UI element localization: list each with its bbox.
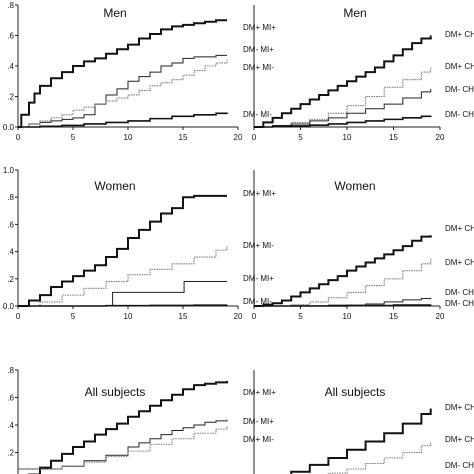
series-line-dmpos-mineg xyxy=(18,59,228,128)
series-line-dmneg-mineg xyxy=(18,304,228,307)
y-tick-label: .2 xyxy=(7,449,14,458)
series-line-dmneg-chdpos xyxy=(254,88,432,128)
y-tick-label: .6 xyxy=(7,394,14,403)
series-label-dmpos-chdneg: DM+ CHD- xyxy=(445,435,474,444)
series-label-dmneg-chdneg: DM- CHD- xyxy=(445,299,474,308)
series-line-dmpos-mineg xyxy=(18,246,228,307)
series-label-dmneg-chdpos: DM- CHD+ xyxy=(445,461,474,470)
y-tick-label: .8 xyxy=(7,366,14,375)
series-line-dmpos-mipos xyxy=(28,381,228,474)
series-label-dmneg-chdpos: DM- CHD+ xyxy=(445,288,474,297)
series-line-dmpos-mipos xyxy=(18,19,227,128)
y-tick-label: .8 xyxy=(7,193,14,202)
series-label-dmneg-mineg: DM- MI- xyxy=(243,297,272,306)
y-tick-label: .4 xyxy=(7,62,14,71)
y-tick-label: .8 xyxy=(7,1,14,10)
x-tick-label: 0 xyxy=(16,312,21,321)
x-tick-label: 10 xyxy=(343,312,352,321)
x-tick-label: 0 xyxy=(16,133,21,142)
series-label-dmpos-mipos: DM+ MI+ xyxy=(243,189,276,198)
series-label-dmpos-mipos: DM+ MI+ xyxy=(243,23,276,32)
panel-1: Men 0 5 10 15 20 0.0 .2 .4 .6 .8 DM+ MI+ DM- MI+ DM+ … xyxy=(3,1,276,142)
series-label-dmpos-mineg: DM+ MI- xyxy=(243,435,274,444)
series-label-dmneg-chdpos: DM- CHD+ xyxy=(445,85,474,94)
series-label-dmpos-chdneg: DM+ CHD- xyxy=(445,258,474,267)
panel-title: All subjects xyxy=(85,385,146,399)
x-tick-label: 10 xyxy=(124,133,133,142)
series-line-dmneg-chdneg xyxy=(254,115,432,128)
x-tick-label: 5 xyxy=(298,312,303,321)
x-tick-label: 10 xyxy=(343,133,352,142)
panel-title: Men xyxy=(343,6,366,20)
series-label-dmneg-mipos: DM- MI+ xyxy=(243,274,274,283)
series-line-dmpos-chdpos xyxy=(254,35,432,128)
series-line-dmneg-mineg xyxy=(18,112,228,128)
x-tick-label: 15 xyxy=(389,133,398,142)
panel-title: Women xyxy=(94,179,135,193)
series-line-dmpos-mineg xyxy=(18,426,228,470)
y-tick-label: .6 xyxy=(7,32,14,41)
series-label-dmpos-mineg: DM+ MI- xyxy=(243,63,274,72)
y-tick-label: 0.0 xyxy=(3,123,15,132)
series-line-dmpos-chdneg xyxy=(254,258,432,307)
x-tick-label: 20 xyxy=(436,133,445,142)
series-line-dmneg-mipos xyxy=(18,419,228,470)
series-label-dmpos-chdpos: DM+ CHD+ xyxy=(445,403,474,412)
panel-title: Women xyxy=(334,179,375,193)
series-label-dmpos-chdneg: DM+ CHD- xyxy=(445,62,474,71)
panel-4: Women 0 5 10 15 20 DM+ CHD+ DM+ CHD- DM- CHD+ DM-… xyxy=(252,170,474,321)
x-tick-label: 15 xyxy=(389,312,398,321)
series-line-dmpos-chdpos xyxy=(290,408,432,474)
y-tick-label: 1.0 xyxy=(3,166,15,175)
series-line-dmneg-mipos xyxy=(18,54,227,128)
y-tick-label: 0.0 xyxy=(3,302,15,311)
series-line-dmpos-chdpos xyxy=(254,235,432,307)
x-tick-label: 15 xyxy=(179,312,188,321)
series-label-dmneg-mipos: DM- MI+ xyxy=(243,45,274,54)
x-tick-label: 15 xyxy=(179,133,188,142)
y-tick-label: .6 xyxy=(7,220,14,229)
series-label-dmpos-mipos: DM+ MI+ xyxy=(243,388,276,397)
series-line-dmpos-mipos xyxy=(18,194,227,307)
panel-3: Women 0 5 10 15 20 0.0 .2 .4 .6 .8 1.0 DM+ MI+ DM+ MI… xyxy=(3,166,276,321)
panel-title: All subjects xyxy=(325,385,386,399)
panel-6: All subjects DM+ CHD+ DM+ CHD- DM- CHD+ xyxy=(253,370,474,474)
x-tick-label: 5 xyxy=(298,133,303,142)
x-tick-label: 20 xyxy=(234,133,243,142)
x-tick-label: 20 xyxy=(234,312,243,321)
panel-2: Men 0 5 10 15 20 DM+ CHD+ DM+ CHD- DM- CHD+ DM- C… xyxy=(252,5,474,142)
series-label-dmneg-mineg: DM- MI- xyxy=(243,110,272,119)
y-tick-label: .4 xyxy=(7,248,14,257)
series-label-dmpos-mineg: DM+ MI- xyxy=(243,241,274,250)
x-tick-label: 10 xyxy=(124,312,133,321)
y-tick-label: .2 xyxy=(7,275,14,284)
series-line-dmneg-chdneg xyxy=(254,304,432,307)
series-label-dmneg-mipos: DM- MI+ xyxy=(243,417,274,426)
x-tick-label: 0 xyxy=(252,133,257,142)
x-tick-label: 5 xyxy=(71,312,76,321)
y-tick-label: .2 xyxy=(7,93,14,102)
series-label-dmpos-chdpos: DM+ CHD+ xyxy=(445,224,474,233)
x-tick-label: 0 xyxy=(252,312,257,321)
series-line-dmpos-chdneg xyxy=(254,67,432,128)
series-label-dmpos-chdpos: DM+ CHD+ xyxy=(445,30,474,39)
y-tick-label: .4 xyxy=(7,421,14,430)
x-tick-label: 5 xyxy=(71,133,76,142)
panel-title: Men xyxy=(103,6,126,20)
x-tick-label: 20 xyxy=(436,312,445,321)
series-label-dmneg-chdneg: DM- CHD- xyxy=(445,110,474,119)
series-line-dmpos-chdneg xyxy=(327,441,432,474)
panel-5: All subjects .2 .4 .6 .8 DM+ MI+ DM- MI+ DM+ MI… xyxy=(7,366,276,474)
